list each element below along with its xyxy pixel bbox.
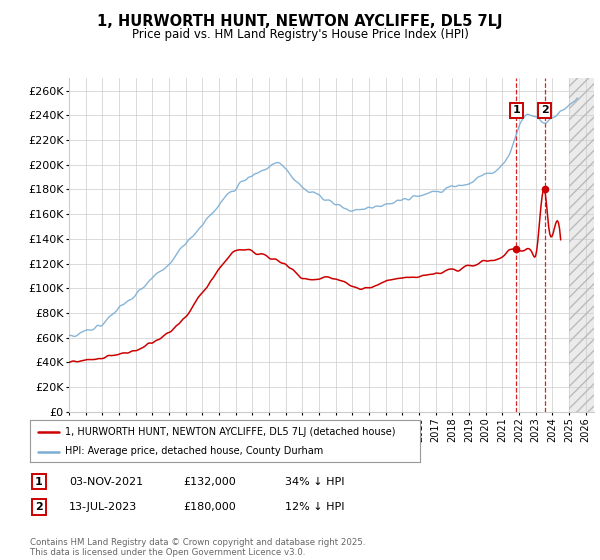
Bar — [569, 78, 600, 412]
Text: Contains HM Land Registry data © Crown copyright and database right 2025.
This d: Contains HM Land Registry data © Crown c… — [30, 538, 365, 557]
Text: HPI: Average price, detached house, County Durham: HPI: Average price, detached house, Coun… — [65, 446, 323, 456]
Text: 1, HURWORTH HUNT, NEWTON AYCLIFFE, DL5 7LJ: 1, HURWORTH HUNT, NEWTON AYCLIFFE, DL5 7… — [97, 14, 503, 29]
Text: Price paid vs. HM Land Registry's House Price Index (HPI): Price paid vs. HM Land Registry's House … — [131, 28, 469, 41]
Bar — [569, 78, 600, 412]
Text: 34% ↓ HPI: 34% ↓ HPI — [285, 477, 344, 487]
Text: 2: 2 — [541, 105, 548, 115]
Text: 1, HURWORTH HUNT, NEWTON AYCLIFFE, DL5 7LJ (detached house): 1, HURWORTH HUNT, NEWTON AYCLIFFE, DL5 7… — [65, 427, 395, 437]
Text: 13-JUL-2023: 13-JUL-2023 — [69, 502, 137, 512]
Text: 12% ↓ HPI: 12% ↓ HPI — [285, 502, 344, 512]
Text: 03-NOV-2021: 03-NOV-2021 — [69, 477, 143, 487]
Text: 1: 1 — [512, 105, 520, 115]
Text: £180,000: £180,000 — [183, 502, 236, 512]
Text: 1: 1 — [35, 477, 43, 487]
Text: £132,000: £132,000 — [183, 477, 236, 487]
Text: 2: 2 — [35, 502, 43, 512]
